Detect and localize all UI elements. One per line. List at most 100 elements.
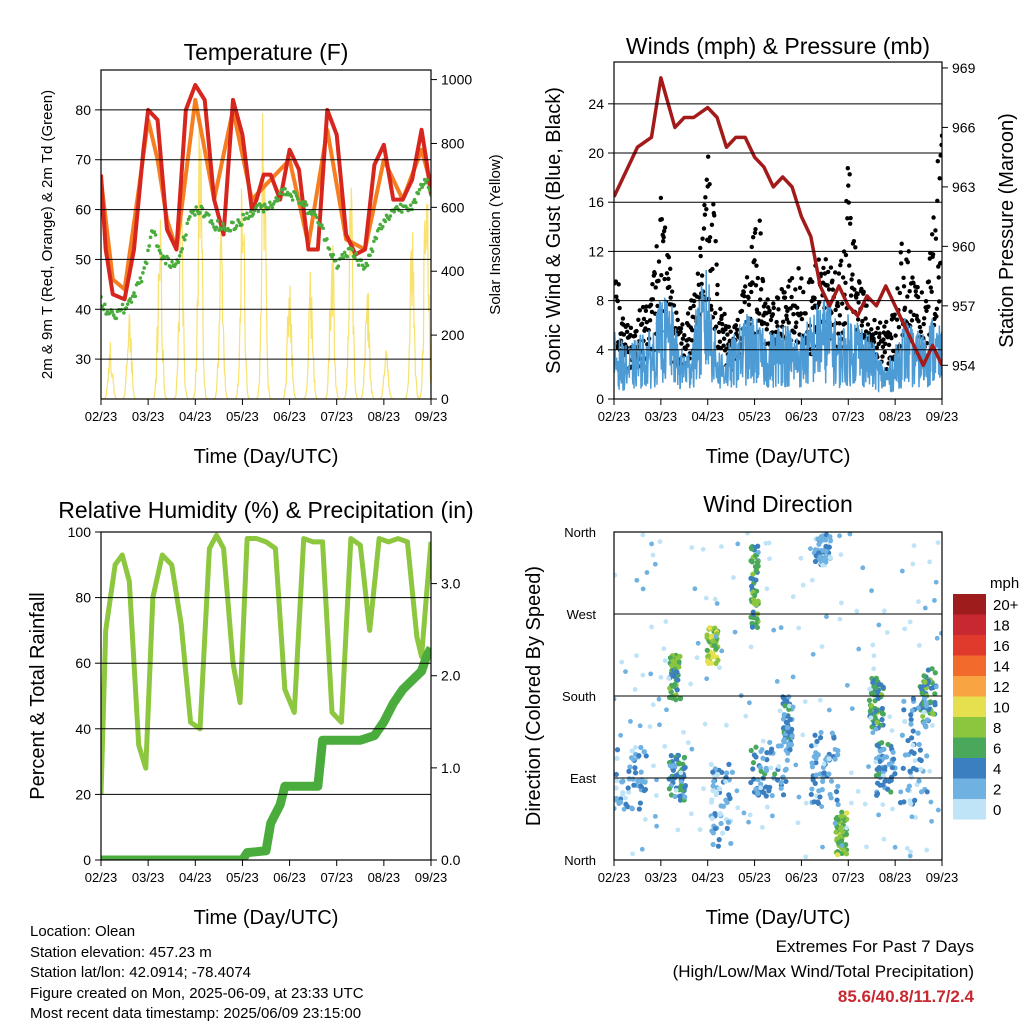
direction-point [781,711,787,718]
direction-point [833,816,839,822]
direction-point [748,644,754,650]
x-tick-label: 05/23 [226,870,259,885]
gust-point [752,258,757,263]
gust-point [621,332,627,337]
direction-point [692,586,698,592]
direction-point [890,756,897,762]
y2-tick-label: 200 [441,327,465,343]
direction-point [827,554,833,561]
direction-point [889,728,895,734]
direction-point [887,714,893,720]
direction-point [882,778,888,784]
direction-point [767,739,773,746]
direction-point [803,854,809,860]
dewpoint-point [176,260,181,265]
gust-point [861,289,866,295]
dewpoint-point [408,203,413,207]
direction-point [871,653,877,659]
gust-point [700,236,705,241]
gust-point [936,299,942,304]
direction-point [625,785,631,791]
direction-point [741,810,747,816]
y2-tick-label: 954 [952,357,976,373]
gust-point [697,295,702,300]
dewpoint-point [194,205,198,209]
gust-point [647,318,653,323]
gust-point [749,289,754,295]
gust-point [653,285,658,290]
gust-point [617,305,622,311]
y-tick-label: South [562,689,596,704]
direction-point [625,804,631,810]
gust-point [799,276,804,281]
gust-point [934,314,939,319]
gust-point [810,279,815,285]
y2-tick-label: 957 [952,298,976,314]
direction-point [793,762,799,768]
gust-point [822,271,828,276]
direction-point [918,789,925,795]
gust-point [789,275,795,281]
direction-point [860,565,866,571]
direction-point [749,546,755,552]
direction-point [905,787,911,793]
gust-point [784,313,789,318]
gust-point [794,320,799,325]
gust-point [746,295,751,301]
gust-point [915,294,921,300]
dewpoint-point [170,259,174,264]
y-tick-label: 80 [75,590,91,606]
direction-point [924,847,930,853]
y-tick-label: 0 [83,852,91,868]
direction-point [662,743,668,749]
direction-point [790,594,796,600]
direction-point [713,792,719,798]
direction-point [677,653,683,659]
direction-point [833,789,840,795]
gust-point [641,316,647,322]
temperature-plot-area [101,82,431,399]
dewpoint-point [419,182,423,187]
colorbar-swatch [953,655,986,676]
gust-point [750,234,756,240]
dewpoint-point [120,302,125,307]
direction-point [632,770,639,776]
gust-point [682,333,687,338]
x-tick-label: 03/23 [645,870,678,885]
direction-frame [613,531,943,861]
y-tick-label: 80 [75,102,91,118]
dewpoint-point [309,212,314,216]
direction-point [631,782,637,788]
direction-point [640,532,646,538]
direction-point [754,559,761,565]
direction-ylabel: Direction (Colored By Speed) [523,566,545,826]
gust-point [768,317,774,323]
direction-point [670,695,676,701]
direction-point [800,732,806,738]
colorbar-swatch [953,717,986,738]
direction-point [614,747,621,753]
direction-point [933,579,939,585]
gust-point [764,327,769,332]
gust-point [689,338,694,343]
direction-point [908,712,914,718]
gust-point [929,289,934,294]
direction-point [666,675,672,681]
direction-point [917,756,923,763]
direction-point [899,568,905,574]
direction-point [620,791,626,797]
gust-point [722,311,727,317]
gust-point [709,222,715,227]
location-text: Location: Olean [30,923,136,940]
gust-point [838,262,843,268]
direction-point [819,644,825,649]
gust-point [757,311,762,316]
gust-point [875,325,881,331]
gust-point [901,275,906,281]
direction-point [901,799,907,805]
direction-point [908,774,915,780]
direction-point [688,681,694,687]
direction-point [864,844,869,850]
gust-point [835,303,841,309]
gust-point [702,212,708,217]
